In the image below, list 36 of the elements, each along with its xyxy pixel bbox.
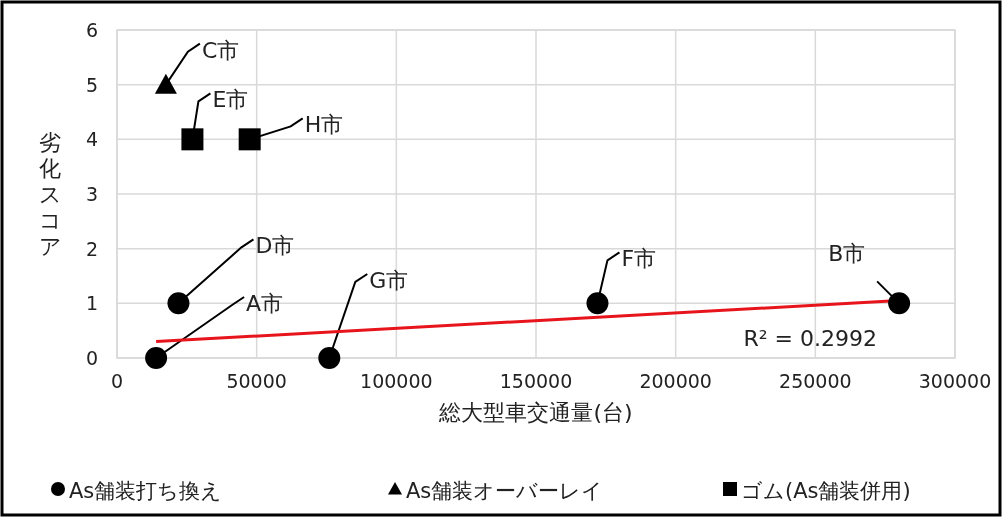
- x-axis-title: 総大型車交通量(台): [438, 400, 633, 425]
- y-tick-label: 2: [85, 237, 99, 260]
- x-tick-label: 100000: [360, 370, 433, 392]
- y-axis-title: 劣化スコア: [38, 130, 62, 259]
- x-tick-label: 0: [110, 370, 124, 392]
- x-tick-label: 200000: [639, 370, 712, 392]
- point: [167, 292, 190, 315]
- y-tick-label: 0: [85, 347, 99, 369]
- annotation: R² = 0.2992: [743, 326, 877, 351]
- y-tick-label: 5: [85, 73, 99, 96]
- y-tick-label: 3: [85, 183, 99, 205]
- x-tick-label: 50000: [226, 370, 287, 392]
- annotation: G市: [369, 268, 409, 293]
- point: [318, 347, 341, 369]
- annotation: B市: [828, 241, 866, 267]
- point: [154, 73, 177, 94]
- legend-label: As舗装オーバーレイ: [406, 479, 604, 503]
- point: [238, 128, 261, 151]
- point: [181, 128, 204, 151]
- legend-label: As舗装打ち換え: [69, 479, 223, 503]
- annotation: C市: [201, 37, 240, 63]
- point: [145, 347, 168, 369]
- x-tick-label: 150000: [499, 370, 573, 392]
- annotation: E市: [212, 87, 249, 113]
- x-tick-label: 250000: [779, 370, 852, 392]
- point: [888, 292, 911, 315]
- point: [586, 292, 609, 315]
- annotation: D市: [255, 233, 295, 259]
- y-tick-label: 6: [85, 19, 99, 41]
- annotation: F市: [621, 246, 657, 272]
- annotation: H市: [304, 112, 344, 138]
- x-tick-label: 300000: [918, 370, 992, 392]
- y-tick-label: 4: [85, 128, 99, 151]
- annotation: A市: [246, 291, 284, 316]
- legend-label: ゴム(As舗装併用): [741, 479, 911, 503]
- y-tick-label: 1: [85, 292, 99, 315]
